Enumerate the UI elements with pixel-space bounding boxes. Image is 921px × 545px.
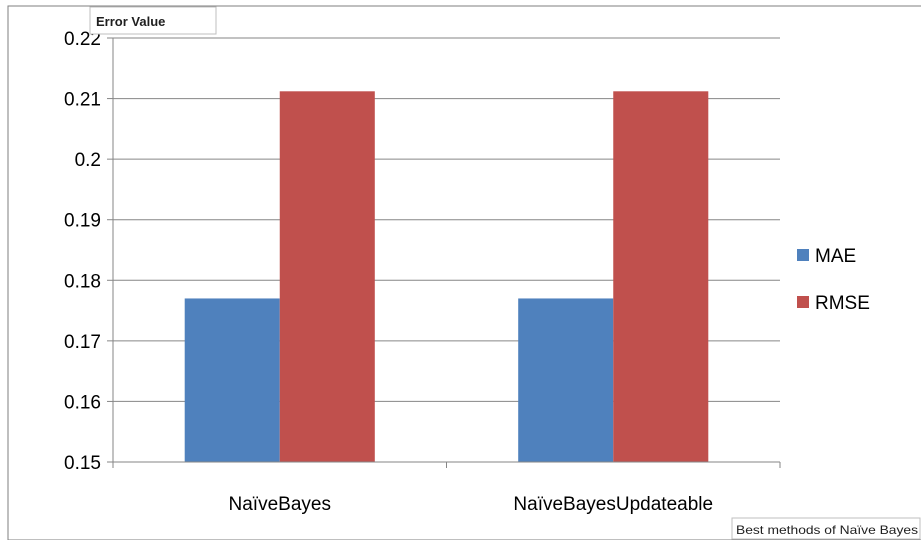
y-axis-title: Error Value bbox=[96, 14, 165, 29]
y-tick-label: 0.16 bbox=[64, 392, 101, 413]
legend-swatch-rmse bbox=[797, 296, 809, 308]
y-axis-title-box bbox=[89, 6, 217, 35]
bar-mae-1 bbox=[518, 298, 614, 462]
x-axis-title-box bbox=[731, 517, 921, 540]
bar-rmse-0 bbox=[279, 91, 375, 462]
legend-label-rmse: RMSE bbox=[815, 293, 870, 314]
bar-series bbox=[184, 91, 709, 462]
legend-swatch-mae bbox=[797, 249, 809, 261]
bar-mae-0 bbox=[184, 298, 280, 462]
x-tick-label: NaïveBayesUpdateable bbox=[513, 494, 713, 515]
x-tick-label: NaïveBayes bbox=[229, 494, 331, 515]
x-axis-title: Best methods of Naïve Bayes bbox=[736, 523, 918, 537]
y-tick-label: 0.21 bbox=[64, 90, 101, 111]
y-tick-label: 0.15 bbox=[64, 453, 101, 474]
x-tick-labels: NaïveBayes NaïveBayesUpdateable bbox=[112, 462, 781, 515]
legend-label-mae: MAE bbox=[815, 246, 856, 267]
bar-rmse-1 bbox=[613, 91, 709, 462]
y-tick-label: 0.2 bbox=[75, 150, 101, 171]
y-tick-label: 0.17 bbox=[64, 332, 101, 353]
chart-frame bbox=[7, 5, 921, 541]
legend: MAE RMSE bbox=[797, 246, 870, 314]
y-tick-label: 0.19 bbox=[64, 211, 101, 232]
y-tick-label: 0.18 bbox=[64, 271, 101, 292]
y-tick-labels: 0.150.160.170.180.190.20.210.22 bbox=[64, 29, 101, 474]
